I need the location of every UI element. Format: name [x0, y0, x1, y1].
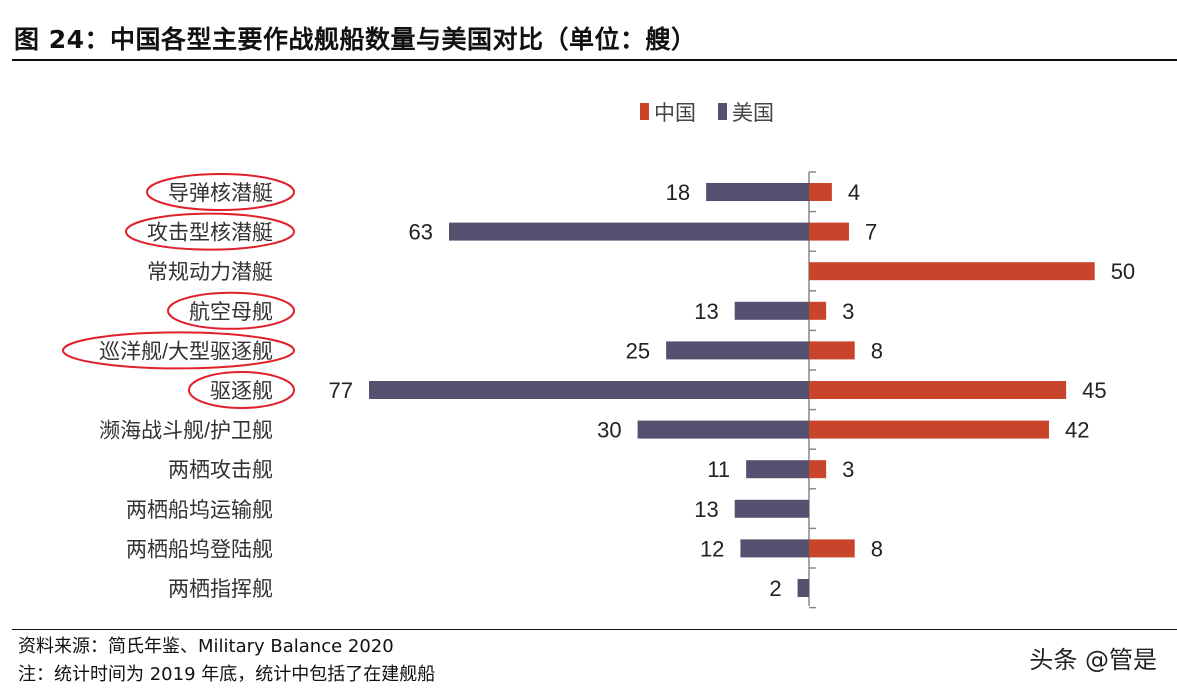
- category-label: 航空母舰: [189, 301, 273, 324]
- category-label: 攻击型核潜艇: [147, 222, 273, 245]
- category-label: 巡洋舰/大型驱逐舰: [99, 340, 273, 363]
- bar-china: [809, 222, 849, 241]
- data-label-china: 42: [1065, 418, 1089, 443]
- data-label-china: 4: [848, 180, 860, 205]
- bar-china: [809, 183, 832, 201]
- bar-china: [809, 539, 855, 558]
- legend-label: 中国: [654, 102, 696, 125]
- bar-us: [740, 539, 809, 558]
- data-label-china: 8: [871, 536, 883, 561]
- category-label: 两栖攻击舰: [168, 459, 273, 482]
- legend-label: 美国: [732, 102, 774, 125]
- bar-us: [637, 420, 809, 439]
- highlight-ellipse: [62, 331, 295, 370]
- footer-divider: [12, 629, 1177, 630]
- data-label-us: 13: [694, 299, 718, 324]
- data-label-us: 13: [694, 497, 718, 522]
- data-label-us: 30: [597, 418, 621, 443]
- data-label-us: 18: [666, 180, 690, 205]
- bar-us: [706, 183, 809, 201]
- bar-us: [734, 499, 809, 518]
- data-label-us: 2: [769, 576, 781, 601]
- data-label-china: 45: [1082, 378, 1106, 403]
- category-label: 常规动力潜艇: [147, 261, 273, 284]
- bar-china: [809, 262, 1095, 281]
- data-label-us: 12: [700, 536, 724, 561]
- watermark: 头条 @管是: [1029, 646, 1157, 674]
- bar-china: [809, 420, 1049, 439]
- data-label-us: 11: [707, 457, 730, 482]
- bar-us: [797, 579, 809, 597]
- category-label: 两栖船坞运输舰: [126, 499, 273, 522]
- bar-us: [746, 460, 809, 479]
- category-label: 两栖指挥舰: [168, 578, 273, 601]
- category-label: 导弹核潜艇: [168, 182, 273, 205]
- highlight-ellipse: [188, 371, 295, 409]
- data-label-china: 3: [842, 457, 854, 482]
- category-label: 两栖船坞登陆舰: [126, 538, 273, 561]
- highlight-ellipse: [146, 173, 295, 211]
- source-note: 资料来源：简氏年鉴、Military Balance 2020: [18, 636, 394, 657]
- bar-china: [809, 460, 827, 479]
- bar-us: [369, 381, 809, 399]
- highlight-ellipse: [167, 291, 295, 330]
- bar-us: [449, 222, 809, 241]
- bar-us: [734, 301, 809, 320]
- legend-swatch: [640, 103, 649, 120]
- data-label-china: 50: [1111, 259, 1135, 284]
- bar-china: [809, 301, 827, 320]
- chart-title: 图 24：中国各型主要作战舰船数量与美国对比（单位：艘）: [14, 25, 697, 54]
- data-label-us: 77: [329, 378, 353, 403]
- data-label-china: 3: [842, 299, 854, 324]
- data-label-china: 8: [871, 338, 883, 363]
- legend-swatch: [718, 103, 727, 120]
- data-label-china: 7: [865, 220, 877, 245]
- highlight-ellipse: [125, 212, 295, 251]
- bar-china: [809, 341, 855, 360]
- category-label: 濒海战斗舰/护卫舰: [99, 420, 273, 443]
- category-label: 驱逐舰: [210, 380, 273, 403]
- bar-us: [666, 341, 809, 360]
- title-divider: [12, 59, 1177, 61]
- bar-china: [809, 381, 1067, 399]
- data-label-us: 63: [409, 220, 433, 245]
- footnote: 注：统计时间为 2019 年底，统计中包括了在建舰船: [18, 664, 436, 685]
- data-label-us: 25: [626, 338, 650, 363]
